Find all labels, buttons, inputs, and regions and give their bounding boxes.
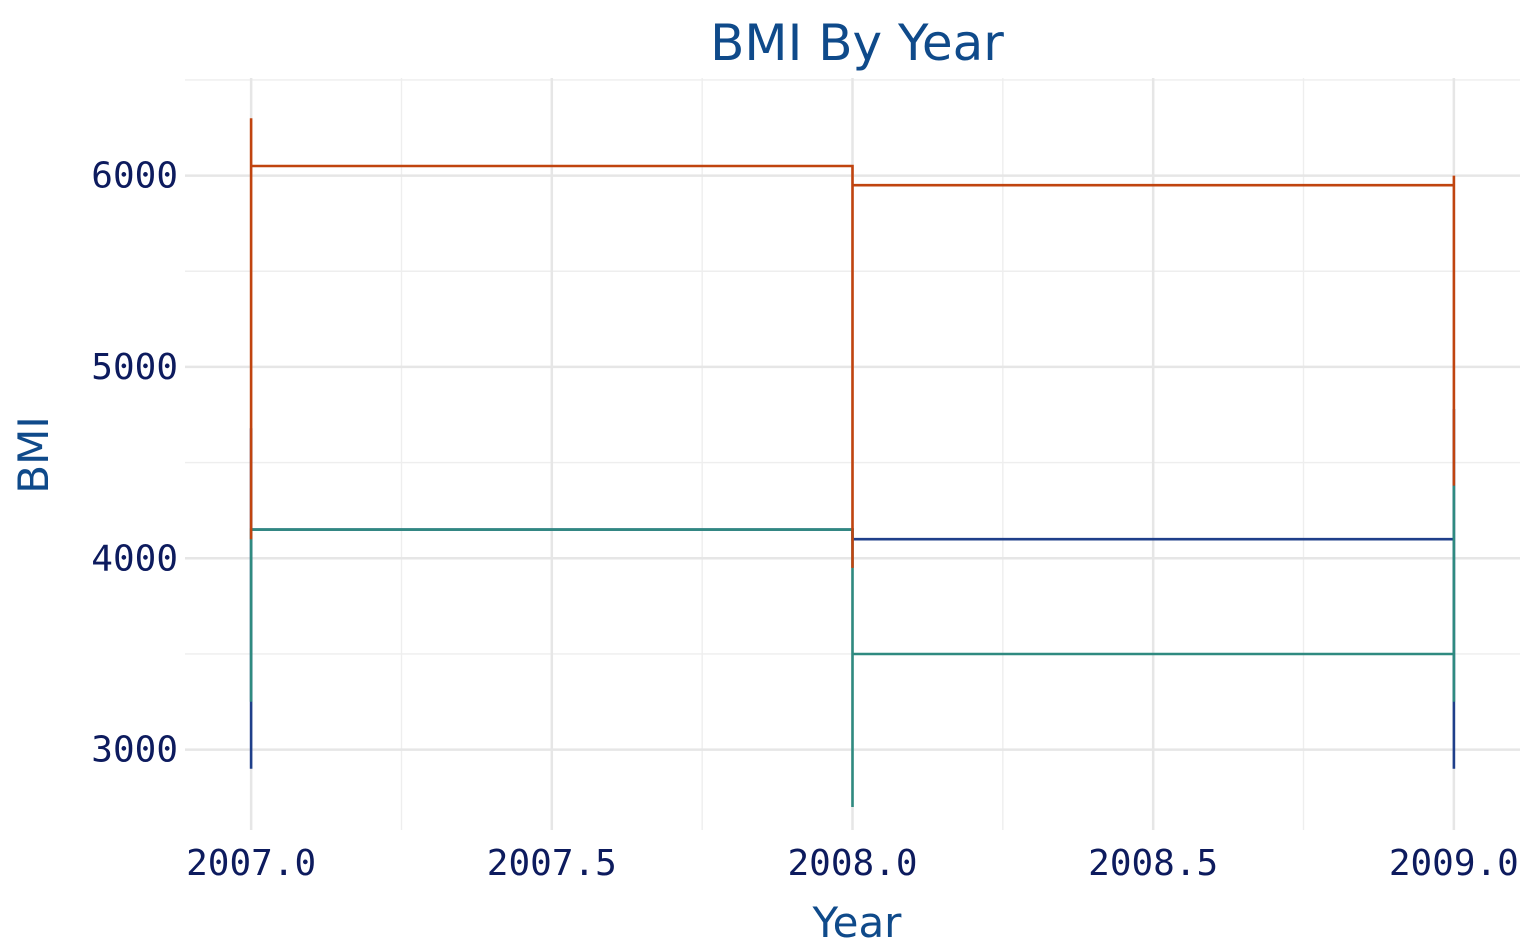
series-line-2 [249, 485, 1456, 807]
x-tick-label: 2008.0 [787, 843, 917, 884]
series-layer [249, 118, 1456, 807]
x-tick-label: 2008.5 [1088, 843, 1218, 884]
x-axis-title: Year [812, 898, 903, 947]
tick-labels: 2007.0 2007.5 2008.0 2008.5 2009.0 3000 4000 50… [91, 156, 1519, 884]
x-tick-label: 2007.5 [487, 843, 617, 884]
x-tick-label: 2009.0 [1389, 843, 1519, 884]
chart-title: BMI By Year [710, 14, 1004, 72]
y-tick-label: 3000 [91, 730, 178, 771]
y-tick-label: 6000 [91, 156, 178, 197]
y-tick-label: 5000 [91, 347, 178, 388]
y-tick-label: 4000 [91, 538, 178, 579]
y-axis-title: BMI [9, 416, 58, 493]
x-tick-label: 2007.0 [186, 843, 316, 884]
series-line-3 [249, 118, 1456, 568]
